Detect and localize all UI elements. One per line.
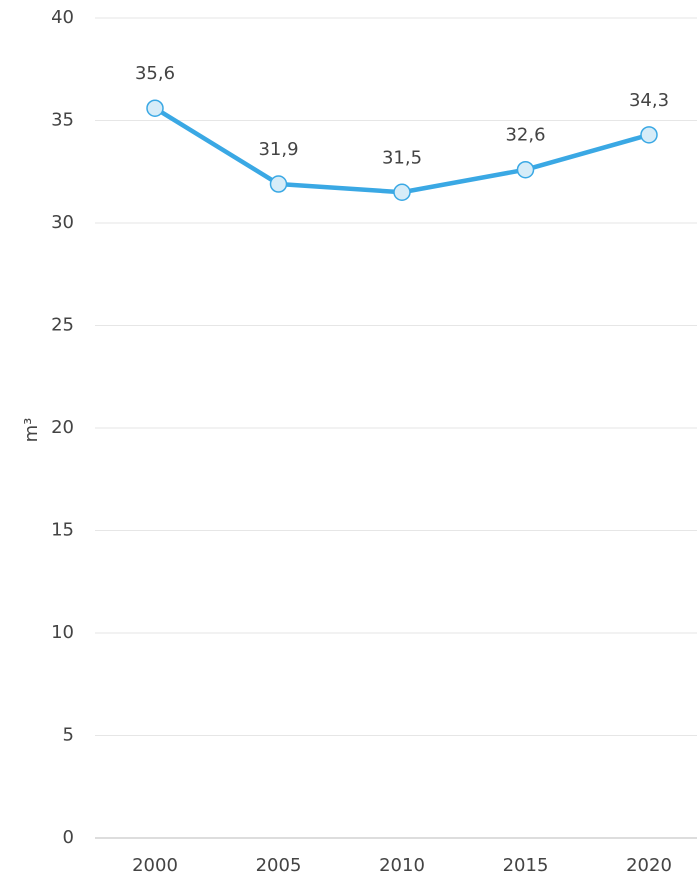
marker	[640, 126, 658, 144]
x-tick-label: 2000	[132, 855, 178, 876]
y-tick-label: 10	[51, 622, 74, 643]
marker	[269, 175, 288, 193]
data-label: 35,6	[135, 63, 175, 84]
y-axis-label: m³	[21, 418, 42, 443]
marker	[516, 160, 535, 179]
y-tick-label: 35	[51, 110, 74, 131]
data-label: 31,9	[258, 139, 298, 160]
x-tick-label: 2015	[503, 855, 549, 876]
y-tick-label: 25	[51, 315, 74, 336]
y-tick-label: 15	[51, 520, 74, 541]
y-tick-label: 0	[63, 827, 74, 848]
y-tick-label: 30	[51, 212, 74, 233]
x-tick-label: 2005	[256, 855, 302, 876]
y-tick-label: 5	[63, 725, 74, 746]
marker	[393, 183, 411, 201]
data-label: 32,6	[505, 125, 545, 146]
x-tick-label: 2010	[379, 855, 425, 876]
x-tick-label: 2020	[626, 855, 672, 876]
y-tick-label: 20	[51, 417, 74, 438]
data-label: 31,5	[382, 147, 422, 168]
marker	[146, 99, 164, 117]
data-label: 34,3	[629, 90, 669, 111]
y-tick-label: 40	[51, 7, 74, 28]
